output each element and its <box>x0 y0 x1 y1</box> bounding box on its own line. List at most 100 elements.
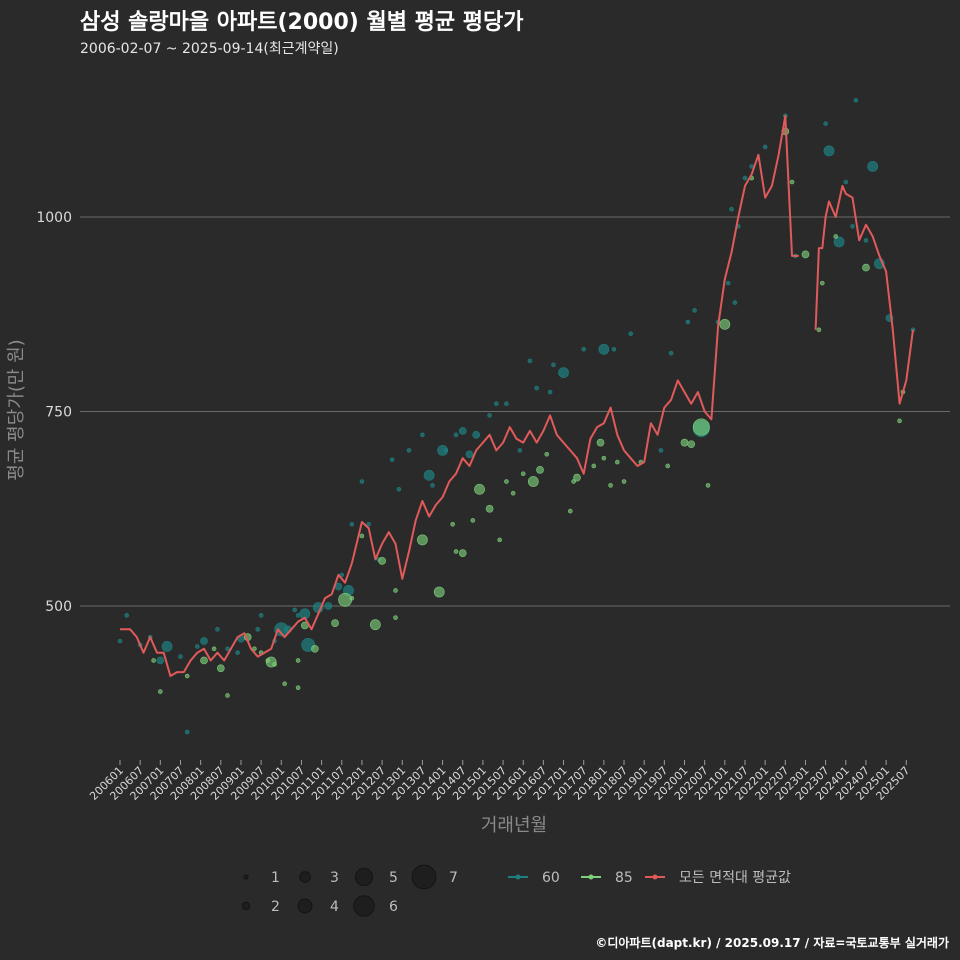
point-85 <box>834 234 838 238</box>
point-60 <box>868 161 878 171</box>
point-60 <box>669 351 673 355</box>
point-85 <box>592 464 596 468</box>
point-60 <box>125 613 129 617</box>
legend-size-6 <box>354 896 374 916</box>
point-60 <box>185 730 189 734</box>
point-85 <box>597 439 604 446</box>
point-85 <box>360 534 364 538</box>
point-85 <box>573 474 580 481</box>
point-85 <box>681 439 688 446</box>
point-85 <box>434 587 444 597</box>
point-85 <box>568 509 572 513</box>
legend-dot-85 <box>589 875 594 880</box>
point-85 <box>212 647 216 651</box>
y-tick-label: 1000 <box>36 210 72 226</box>
point-60 <box>459 427 466 434</box>
point-85 <box>296 686 300 690</box>
point-60 <box>504 402 508 406</box>
point-85 <box>802 251 809 258</box>
point-60 <box>473 431 480 438</box>
point-85 <box>273 662 277 666</box>
y-tick-label: 500 <box>45 599 72 615</box>
point-85 <box>152 658 156 662</box>
point-85 <box>666 464 670 468</box>
legend-size-label: 1 <box>271 870 280 886</box>
point-60 <box>629 332 633 336</box>
point-60 <box>854 98 858 102</box>
point-60 <box>162 641 172 651</box>
point-85 <box>511 491 515 495</box>
point-60 <box>551 363 555 367</box>
point-85 <box>693 419 709 435</box>
point-85 <box>706 483 710 487</box>
point-60 <box>730 207 734 211</box>
y-axis-label: 평균 평당가(만 원) <box>6 339 27 480</box>
x-axis-ticks: 2006012006072007012007072008012008072009… <box>87 760 912 803</box>
legend-size-2 <box>242 902 249 909</box>
point-85 <box>504 480 508 484</box>
point-85 <box>417 535 427 545</box>
point-60 <box>200 637 207 644</box>
point-85 <box>158 690 162 694</box>
legend-size-7 <box>412 865 436 889</box>
point-85 <box>790 180 794 184</box>
legend-size-1 <box>244 875 248 879</box>
point-85 <box>528 476 538 486</box>
point-60 <box>430 483 434 487</box>
point-85 <box>817 328 821 332</box>
point-60 <box>693 308 697 312</box>
average-line <box>120 116 913 676</box>
point-85 <box>471 518 475 522</box>
point-85 <box>862 264 869 271</box>
point-60 <box>256 627 260 631</box>
point-60 <box>599 344 609 354</box>
point-85 <box>350 596 354 600</box>
point-60 <box>824 146 834 156</box>
grid-layer <box>80 217 950 606</box>
point-60 <box>844 180 848 184</box>
point-60 <box>558 368 568 378</box>
point-60 <box>743 176 747 180</box>
chart-title: 삼성 솔랑마을 아파트(2000) 월별 평균 평당가 <box>80 10 523 35</box>
point-60 <box>726 281 730 285</box>
point-60 <box>157 657 164 664</box>
legend-size-label: 6 <box>389 899 398 915</box>
legend-label-avg: 모든 면적대 평균값 <box>679 870 791 886</box>
point-60 <box>259 613 263 617</box>
point-60 <box>733 301 737 305</box>
legend-dot-60 <box>516 875 521 880</box>
legend-label-60: 60 <box>542 870 560 886</box>
point-85 <box>226 693 230 697</box>
point-85 <box>615 460 619 464</box>
point-85 <box>622 480 626 484</box>
point-60 <box>215 627 219 631</box>
point-85 <box>394 616 398 620</box>
point-60 <box>236 651 240 655</box>
chart-subtitle: 2006-02-07 ~ 2025-09-14(최근계약일) <box>80 41 339 57</box>
point-60 <box>518 448 522 452</box>
point-85 <box>394 588 398 592</box>
point-60 <box>763 145 767 149</box>
point-85 <box>820 281 824 285</box>
point-85 <box>459 550 466 557</box>
chart-root: 삼성 솔랑마을 아파트(2000) 월별 평균 평당가 2006-02-07 ~… <box>0 0 960 960</box>
point-60 <box>195 644 199 648</box>
point-85 <box>217 665 224 672</box>
point-60 <box>548 390 552 394</box>
point-60 <box>420 433 424 437</box>
point-85 <box>474 484 484 494</box>
point-85 <box>332 620 339 627</box>
point-60 <box>851 224 855 228</box>
y-axis-ticks: 500 750 1000 <box>36 210 72 615</box>
point-85 <box>200 657 207 664</box>
point-60 <box>535 386 539 390</box>
point-85 <box>451 522 455 526</box>
point-60 <box>528 359 532 363</box>
average-line-segment <box>816 186 913 404</box>
point-85 <box>720 319 730 329</box>
point-85 <box>338 593 351 606</box>
point-60 <box>659 448 663 452</box>
point-60 <box>424 470 434 480</box>
point-60 <box>494 402 498 406</box>
legend-size-3 <box>300 872 311 883</box>
